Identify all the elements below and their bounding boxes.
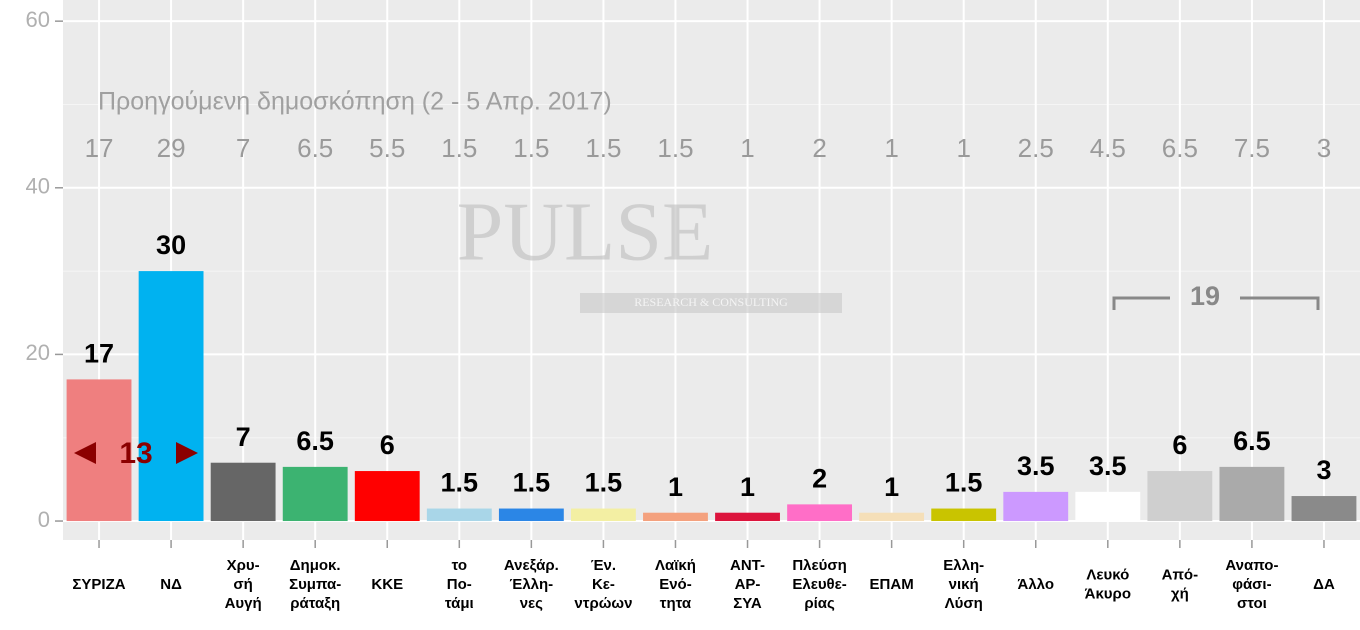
plot-panel	[63, 0, 1360, 540]
value-label: 1	[884, 472, 899, 502]
x-tick-label: Έν. Κε-ντρώων	[574, 557, 632, 612]
previous-value: 4.5	[1090, 133, 1126, 163]
x-tick-label: Από-χή	[1162, 566, 1198, 602]
value-label: 2	[812, 464, 827, 494]
bar	[643, 512, 708, 522]
value-label: 3	[1316, 455, 1331, 485]
value-label: 3.5	[1017, 451, 1055, 481]
x-tick-label: Λευκό Άκυρο	[1085, 566, 1131, 602]
bar	[1075, 491, 1141, 522]
watermark-band	[580, 293, 842, 313]
x-tick-label: Αναπο-φάσι-στοι	[1225, 557, 1278, 612]
previous-value: 1.5	[657, 133, 693, 163]
bracket-label: 19	[1190, 281, 1220, 311]
value-label: 3.5	[1089, 451, 1127, 481]
value-label: 6.5	[296, 426, 334, 456]
value-label: 17	[84, 339, 114, 369]
x-tick-label: το Πο-τάμι	[445, 557, 474, 612]
x-tick-label: ΣΥΡΙΖΑ	[72, 576, 125, 593]
previous-value: 1	[956, 133, 970, 163]
x-tick-label: Πλεύση Ελευθε-ρίας	[792, 557, 846, 612]
bar	[426, 508, 492, 522]
x-tick-label: ΔΑ	[1313, 576, 1335, 593]
value-label: 1.5	[945, 468, 983, 498]
bar	[715, 512, 780, 522]
x-tick-label: ΑΝΤ-ΑΡ-ΣΥΑ	[730, 557, 765, 612]
previous-value: 6.5	[297, 133, 333, 163]
previous-value: 3	[1317, 133, 1331, 163]
previous-value: 2	[812, 133, 826, 163]
bar	[354, 471, 420, 522]
value-label: 1	[740, 472, 755, 502]
previous-value: 1.5	[441, 133, 477, 163]
bar	[787, 504, 853, 522]
y-tick-label: 0	[38, 507, 50, 532]
value-label: 7	[236, 422, 251, 452]
bar	[570, 508, 636, 522]
value-label: 6	[1172, 430, 1187, 460]
value-label: 6.5	[1233, 426, 1271, 456]
value-label: 1.5	[585, 468, 623, 498]
bar	[931, 508, 997, 522]
bar	[859, 512, 925, 522]
x-tick-label: ΕΠΑΜ	[870, 576, 914, 593]
value-label: 1.5	[513, 468, 551, 498]
gap-label: 13	[119, 437, 152, 470]
x-tick-label: ΚΚΕ	[371, 576, 403, 593]
x-tick-label: Ελλη-νική Λύση	[943, 557, 984, 612]
bar	[1147, 471, 1213, 522]
watermark-subtitle: RESEARCH & CONSULTING	[634, 295, 788, 309]
previous-value: 2.5	[1018, 133, 1054, 163]
watermark-title: PULSE	[457, 185, 714, 278]
value-label: 6	[380, 430, 395, 460]
previous-value: 7	[236, 133, 250, 163]
y-tick-label: 40	[26, 174, 50, 199]
previous-value: 6.5	[1162, 133, 1198, 163]
bar	[498, 508, 564, 522]
previous-value: 1	[884, 133, 898, 163]
x-tick-label: ΝΔ	[160, 576, 182, 593]
bar	[138, 271, 204, 522]
previous-value: 29	[157, 133, 186, 163]
x-tick-label: Δημοκ. Συμπα-ράταξη	[289, 557, 341, 612]
previous-value: 7.5	[1234, 133, 1270, 163]
previous-value: 1	[740, 133, 754, 163]
bar	[66, 379, 132, 522]
previous-label: Προηγούμενη δημοσκόπηση (2 - 5 Απρ. 2017…	[98, 88, 612, 116]
value-label: 30	[156, 230, 186, 260]
y-tick-label: 60	[26, 7, 50, 32]
y-tick-label: 20	[26, 340, 50, 365]
previous-value: 1.5	[585, 133, 621, 163]
bar	[1219, 466, 1285, 522]
bar	[282, 466, 348, 522]
previous-value: 17	[85, 133, 114, 163]
value-label: 1	[668, 472, 683, 502]
bracket	[1112, 296, 1320, 310]
previous-value: 5.5	[369, 133, 405, 163]
x-tick-label: Άλλο	[1018, 576, 1055, 593]
bar	[1291, 496, 1357, 522]
x-tick-label: Χρυ-σή Αυγή	[225, 557, 262, 612]
bar	[1003, 491, 1069, 522]
x-tick-label: Ανεξάρ. Έλλη-νες	[504, 557, 559, 612]
previous-value: 1.5	[513, 133, 549, 163]
x-tick-label: Λαϊκή Ενό-τητα	[655, 557, 696, 612]
bar	[210, 462, 276, 522]
value-label: 1.5	[441, 468, 479, 498]
